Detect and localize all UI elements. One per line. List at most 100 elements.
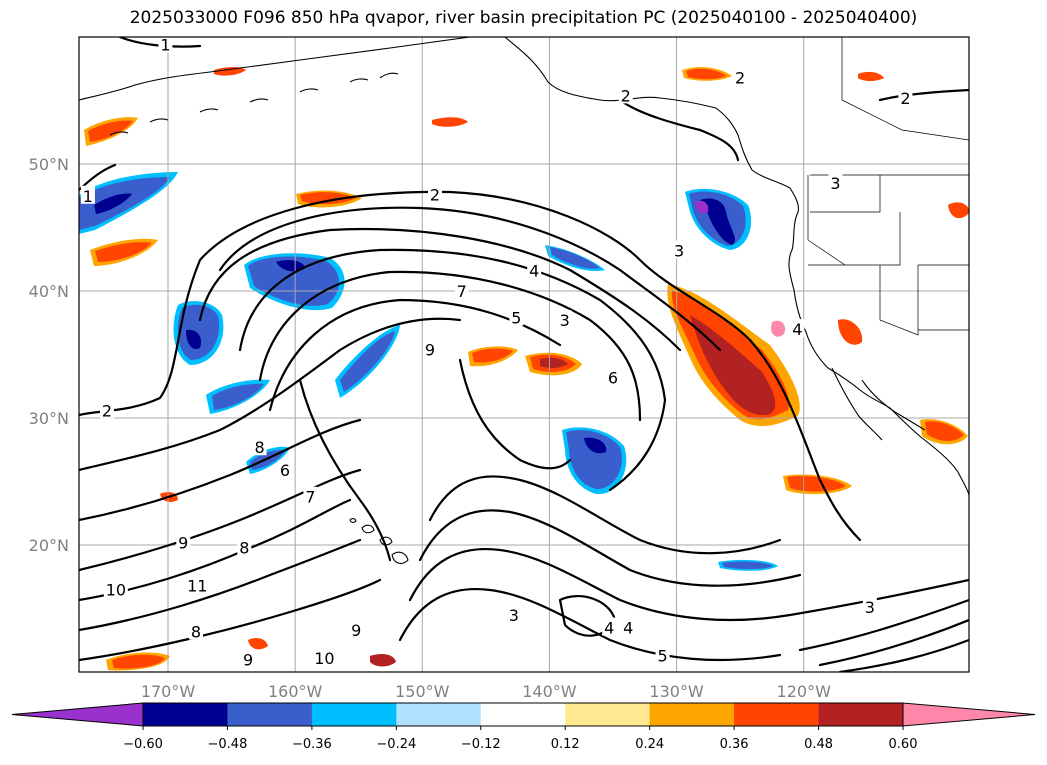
contour-label-halo xyxy=(672,240,687,259)
latitude-labels: 20°N 30°N 40°N 50°N xyxy=(29,155,69,555)
contour-line xyxy=(198,227,682,352)
longitude-label: 130°W xyxy=(649,682,704,701)
contour-label-halo xyxy=(188,621,203,640)
contour-line xyxy=(79,538,362,632)
aleutian-islands xyxy=(109,72,399,136)
contour-line xyxy=(79,190,862,542)
colorbar-tick-label: 0.24 xyxy=(635,737,664,752)
colorbar-segment xyxy=(565,703,651,726)
alaska-coastline xyxy=(79,37,471,101)
contour-label: 3 xyxy=(830,174,840,193)
longitude-label: 170°W xyxy=(141,682,196,701)
contour-label: 9 xyxy=(351,621,361,640)
contour-line xyxy=(258,270,642,422)
contour-line xyxy=(238,248,667,492)
contour-label: 3 xyxy=(509,606,519,625)
contour-label-halo xyxy=(428,184,442,203)
map-frame xyxy=(78,36,970,673)
contour-label: 11 xyxy=(187,577,207,596)
colorbar-segment xyxy=(818,703,904,726)
contour-label-halo xyxy=(349,620,364,639)
contour-line xyxy=(458,358,572,470)
contour-line xyxy=(398,588,782,662)
negative-anomaly-blob-northwest xyxy=(79,172,178,234)
contour-label-halo xyxy=(655,645,670,664)
contour-label: 2 xyxy=(621,86,631,105)
contour-label: 4 xyxy=(792,320,802,339)
contour-label: 5 xyxy=(511,309,521,328)
hawaii-islands xyxy=(349,518,409,564)
contour-line xyxy=(838,638,969,672)
contour-label: 8 xyxy=(254,438,264,457)
colorbar-extend-high xyxy=(902,702,1036,727)
colorbar-segment xyxy=(480,703,566,726)
colorbar-tick-label: 0.12 xyxy=(551,737,580,752)
contour-label-halo xyxy=(158,34,173,53)
contour-label-halo xyxy=(862,597,877,616)
contour-label-halo xyxy=(312,648,337,667)
contour-label: 9 xyxy=(178,533,188,552)
contour-line xyxy=(79,418,362,522)
latitude-label: 20°N xyxy=(29,536,69,555)
contour-label-halo xyxy=(454,281,469,299)
longitude-label: 120°W xyxy=(777,682,832,701)
colorbar-tick-label: −0.60 xyxy=(123,737,163,752)
contour-label: 3 xyxy=(865,598,875,617)
colorbar-segment xyxy=(227,703,313,726)
longitude-label: 160°W xyxy=(268,682,323,701)
contour-label: 9 xyxy=(425,340,435,359)
contour-label-halo xyxy=(618,85,633,104)
contour-label-halo xyxy=(733,67,748,86)
contour-label: 6 xyxy=(280,461,290,480)
contour-label: 2 xyxy=(735,69,745,88)
contour-label-halo xyxy=(252,437,267,456)
contour-label: 9 xyxy=(243,650,253,669)
colorbar-extend-low xyxy=(11,702,144,727)
contour-line xyxy=(818,618,969,667)
contour-label: 4 xyxy=(604,619,614,638)
contour-label: 7 xyxy=(305,488,315,507)
contour-line xyxy=(798,598,969,652)
longitude-labels: 170°W 160°W 150°W 140°W 130°W 120°W xyxy=(141,682,831,701)
positive-anomaly-blob-california xyxy=(667,284,800,427)
colorbar-segment xyxy=(311,703,397,726)
contour-label-halo xyxy=(237,537,252,556)
contour-label: 7 xyxy=(457,282,467,301)
contour-line xyxy=(118,37,202,48)
colorbar-tick-label: −0.48 xyxy=(208,737,248,752)
contour-label-halo xyxy=(790,319,805,338)
contour-label: 10 xyxy=(314,649,334,668)
colorbar-tick-label: −0.36 xyxy=(292,737,332,752)
contour-label-halo xyxy=(185,575,210,594)
colorbar-tick-label: 0.60 xyxy=(889,737,918,752)
map-gridlines xyxy=(79,37,969,672)
contour-line xyxy=(298,378,392,562)
contour-label-halo xyxy=(103,579,128,598)
contour-label-halo xyxy=(527,260,542,279)
longitude-label: 150°W xyxy=(395,682,450,701)
contour-label: 6 xyxy=(608,368,618,387)
colorbar-frame xyxy=(142,702,904,727)
colorbar-tick-label: 0.36 xyxy=(720,737,749,752)
contour-label-halo xyxy=(99,400,114,419)
contour-label: 1 xyxy=(83,187,93,206)
contour-label: 5 xyxy=(657,646,667,665)
us-state-borders xyxy=(807,37,969,336)
qvapor-contours xyxy=(79,37,969,672)
coastlines xyxy=(79,37,969,564)
colorbar-segment xyxy=(396,703,482,726)
contour-line xyxy=(79,317,462,472)
colorbar-tick-label: −0.12 xyxy=(461,737,501,752)
contour-line xyxy=(79,578,382,662)
contour-label: 2 xyxy=(900,89,910,108)
contour-label: 4 xyxy=(623,619,633,638)
colorbar-tick-label: −0.24 xyxy=(376,737,416,752)
contour-label: 8 xyxy=(239,539,249,558)
contour-label-halo xyxy=(509,307,524,326)
precipitation-shading xyxy=(79,67,969,671)
contour-label-halo xyxy=(422,339,437,358)
map-title: 2025033000 F096 850 hPa qvapor, river ba… xyxy=(129,8,918,28)
contour-label-halo xyxy=(606,367,620,386)
colorbar-segment xyxy=(143,703,228,726)
